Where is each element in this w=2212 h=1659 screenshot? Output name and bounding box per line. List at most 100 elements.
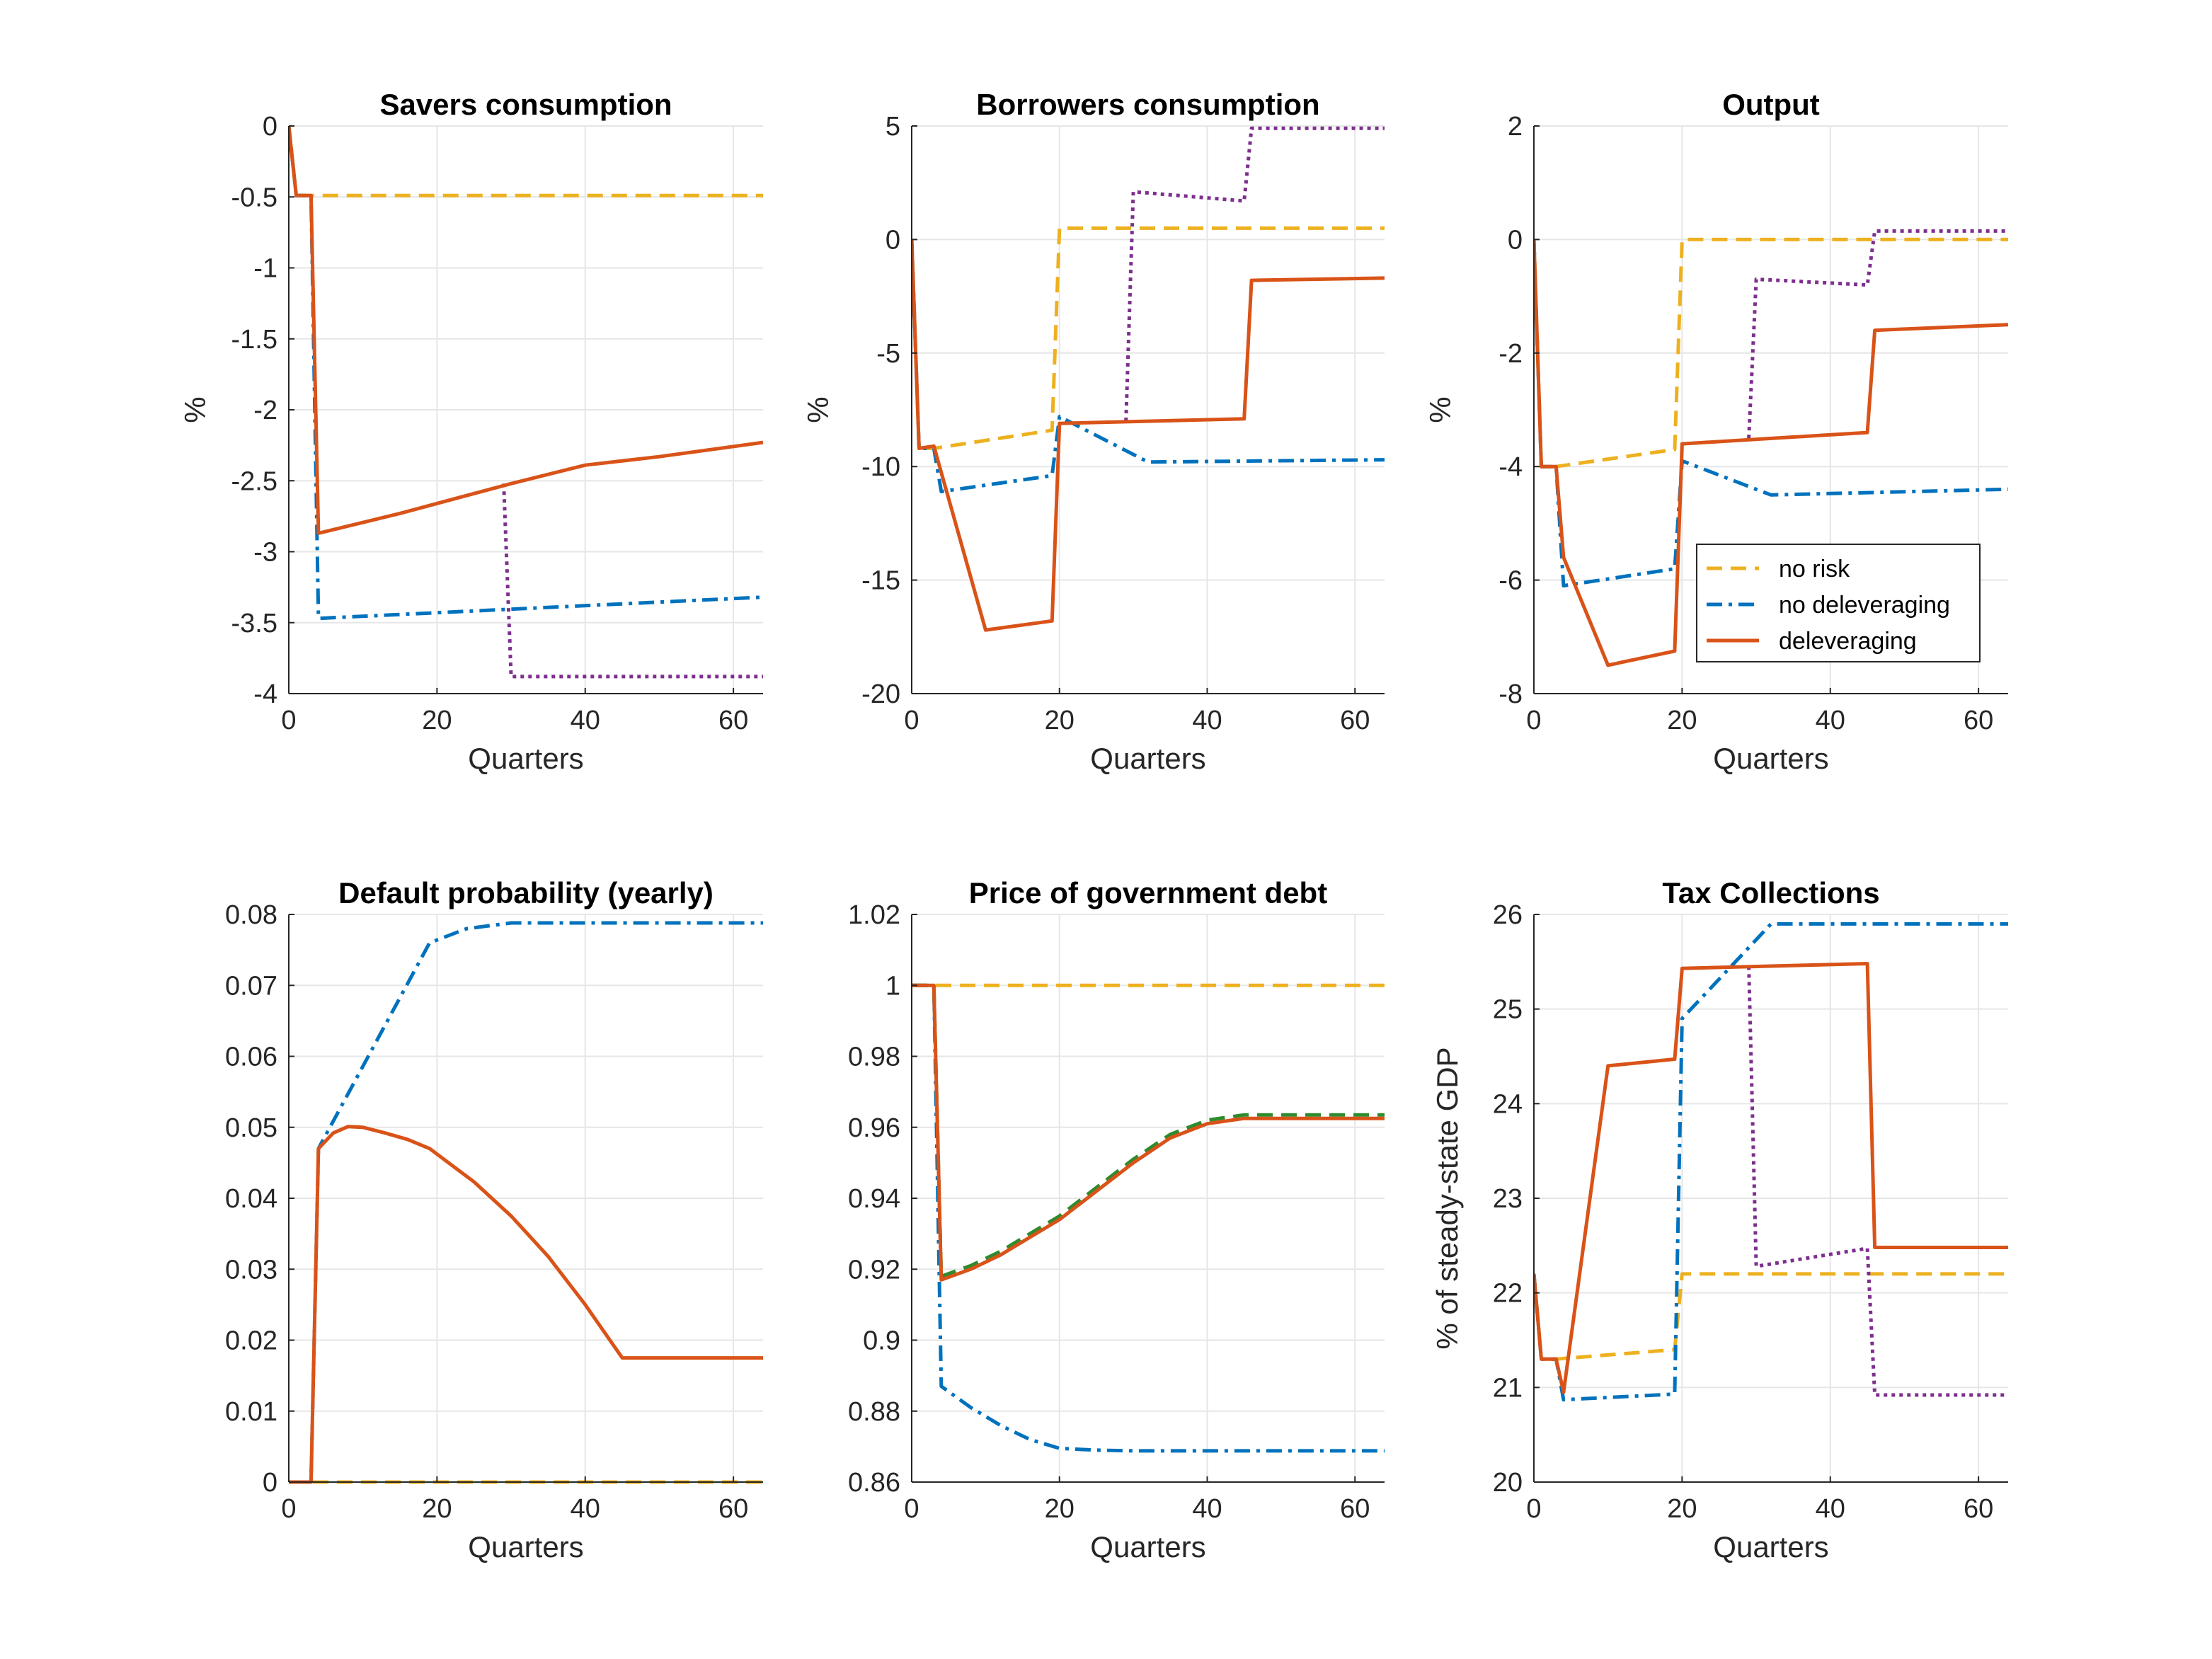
y-tick-label: 0.03 xyxy=(225,1255,277,1285)
y-tick-label: -10 xyxy=(861,452,900,482)
y-tick-label: 0 xyxy=(263,112,277,142)
x-tick-label: 40 xyxy=(1816,1494,1845,1524)
y-tick-label: 26 xyxy=(1493,900,1523,930)
y-tick-label: -15 xyxy=(861,566,900,596)
y-tick-label: 0.01 xyxy=(225,1397,277,1427)
series-line-purple xyxy=(1747,966,2008,1397)
x-tick-label: 0 xyxy=(1526,706,1541,735)
series-line-deleveraging xyxy=(289,125,763,535)
y-tick-label: 0.05 xyxy=(225,1113,277,1143)
y-tick-label: 0.86 xyxy=(848,1468,900,1498)
x-tick-label: 60 xyxy=(1340,706,1370,735)
x-tick-label: 60 xyxy=(1340,1494,1370,1524)
legend-label: no deleveraging xyxy=(1779,592,1950,619)
x-tick-label: 20 xyxy=(422,1494,452,1524)
y-tick-label: 0.08 xyxy=(225,900,277,930)
y-tick-label: -0.5 xyxy=(231,183,277,212)
series-line-no-risk xyxy=(912,226,1385,450)
x-tick-label: 20 xyxy=(1667,1494,1697,1524)
y-tick-label: 0 xyxy=(886,225,900,255)
chart-title: Tax Collections xyxy=(1662,876,1879,909)
y-tick-label: -2.5 xyxy=(231,466,277,496)
y-tick-label: -6 xyxy=(1498,566,1523,596)
series-line-deleveraging xyxy=(1534,239,2008,667)
legend-label: deleveraging xyxy=(1779,628,1917,655)
y-tick-label: -3 xyxy=(253,538,277,568)
chart-title: Price of government debt xyxy=(969,876,1327,909)
subplot-2: 0 20 40 60 5 0 -5 -10 -15 -20 Borrowers consumptio… xyxy=(801,88,1385,775)
y-tick-label: 23 xyxy=(1493,1184,1523,1214)
series-line-purple xyxy=(1747,229,2008,439)
y-tick-label: 0.94 xyxy=(848,1184,900,1214)
y-tick-label: 0.06 xyxy=(225,1043,277,1072)
y-tick-label: -20 xyxy=(861,679,900,709)
chart-title: Savers consumption xyxy=(379,88,672,121)
y-tick-label: 25 xyxy=(1493,995,1523,1025)
series-line-purple xyxy=(1124,126,1385,422)
series-line-purple xyxy=(502,483,763,679)
x-axis-label: Quarters xyxy=(1713,742,1828,775)
x-axis-label: Quarters xyxy=(1713,1530,1828,1563)
series-line-no-deleveraging xyxy=(1534,922,2008,1402)
y-axis-label: % of steady-state GDP xyxy=(1431,1047,1464,1349)
y-tick-label: -1 xyxy=(253,254,277,284)
y-tick-label: -3.5 xyxy=(231,609,277,638)
x-tick-label: 20 xyxy=(422,706,452,735)
legend: no risk no deleveraging deleveraging xyxy=(1696,544,1981,662)
y-tick-label: 24 xyxy=(1493,1089,1523,1119)
x-tick-label: 0 xyxy=(1526,1494,1541,1524)
y-tick-label: 2 xyxy=(1508,112,1523,142)
y-tick-label: 21 xyxy=(1493,1373,1523,1403)
y-axis-label: % xyxy=(1423,396,1457,423)
subplot-5: 0 20 40 60 1.02 1 0.98 0.96 0.94 0.92 0.9 0.88 0.86 P… xyxy=(848,876,1385,1563)
x-tick-label: 60 xyxy=(718,706,748,735)
series-line-no-deleveraging xyxy=(1534,239,2008,588)
x-tick-label: 0 xyxy=(281,1494,296,1524)
y-tick-label: 0.9 xyxy=(863,1326,900,1356)
y-tick-label: 1 xyxy=(886,971,900,1001)
x-tick-label: 40 xyxy=(571,1494,600,1524)
subplot-4: 0 20 40 60 0.08 0.07 0.06 0.05 0.04 0.03 0.02 0.01 0… xyxy=(225,876,763,1563)
y-tick-label: -1.5 xyxy=(231,325,277,355)
y-axis-label: % xyxy=(178,396,212,423)
y-tick-label: 0.96 xyxy=(848,1113,900,1143)
x-tick-label: 0 xyxy=(904,1494,919,1524)
series-line-no-deleveraging xyxy=(912,239,1385,493)
x-tick-label: 20 xyxy=(1667,706,1697,735)
x-tick-label: 40 xyxy=(1816,706,1845,735)
series-line-no-risk xyxy=(1534,1272,2008,1361)
y-tick-label: -4 xyxy=(1498,452,1523,482)
y-tick-label: 0.07 xyxy=(225,971,277,1001)
x-axis-label: Quarters xyxy=(1090,1530,1205,1563)
y-tick-label: 0 xyxy=(1508,225,1523,255)
y-tick-label: 0.04 xyxy=(225,1184,277,1214)
y-axis-label: % xyxy=(801,396,835,423)
x-tick-label: 60 xyxy=(1964,1494,1993,1524)
y-tick-label: 5 xyxy=(886,112,900,142)
y-tick-label: 0.98 xyxy=(848,1043,900,1072)
y-tick-label: 0.02 xyxy=(225,1326,277,1356)
x-tick-label: 40 xyxy=(571,706,600,735)
chart-title: Default probability (yearly) xyxy=(338,876,714,909)
chart-title: Borrowers consumption xyxy=(976,88,1319,121)
subplot-1: 0 20 40 60 0 -0.5 -1 -1.5 -2 -2.5 -3 -3.5 -4 Savers c… xyxy=(178,88,763,775)
y-tick-label: 0 xyxy=(263,1468,277,1498)
y-tick-label: 22 xyxy=(1493,1279,1523,1309)
x-tick-label: 20 xyxy=(1045,706,1075,735)
x-tick-label: 60 xyxy=(718,1494,748,1524)
x-tick-label: 40 xyxy=(1192,706,1222,735)
y-tick-label: 1.02 xyxy=(848,900,900,930)
x-tick-label: 20 xyxy=(1045,1494,1075,1524)
y-tick-label: 0.88 xyxy=(848,1397,900,1427)
series-line-no-deleveraging xyxy=(912,983,1385,1453)
series-line-no-risk xyxy=(289,125,763,197)
y-tick-label: -2 xyxy=(253,396,277,425)
series-line-no-deleveraging xyxy=(289,921,763,1484)
x-axis-label: Quarters xyxy=(468,1530,583,1563)
series-line-deleveraging xyxy=(1534,962,2008,1394)
x-axis-label: Quarters xyxy=(468,742,583,775)
series-line-deleveraging xyxy=(912,239,1385,632)
